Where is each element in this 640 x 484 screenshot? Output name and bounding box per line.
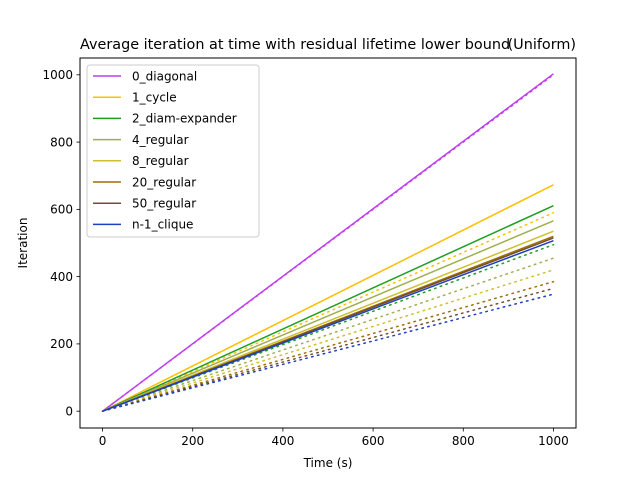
legend-label-4: 8_regular: [132, 154, 189, 168]
legend-label-1: 1_cycle: [132, 91, 177, 105]
legend: 0_diagonal 1_cycle 2_diam-expander 4_regula…: [86, 64, 260, 238]
legend-label-2: 2_diam-expander: [132, 112, 237, 126]
series-line-7: [102, 239, 554, 412]
x-axis-ticks: 0 200 400 600 800 1000: [99, 428, 569, 448]
y-tick-label-4: 800: [50, 135, 73, 149]
series-lower-bound-line-3: [101, 257, 555, 412]
series-lower-bound-line-7: [101, 293, 555, 412]
y-tick-label-1: 200: [50, 337, 73, 351]
y-tick-label-3: 600: [50, 203, 73, 217]
y-tick-label-2: 400: [50, 270, 73, 284]
legend-label-7: n-1_clique: [132, 218, 193, 232]
y-axis-ticks: 0 200 400 600 800 1000: [42, 68, 80, 418]
chart-subtitle: (Uniform): [508, 37, 576, 53]
legend-label-5: 20_regular: [132, 175, 196, 189]
series-lower-bound-line-1: [101, 211, 555, 412]
plot-frame: [79, 57, 577, 429]
legend-label-3: 4_regular: [132, 133, 189, 147]
series-lower-bound-line-5: [101, 280, 555, 412]
x-tick-label-2: 400: [271, 434, 294, 448]
series-line-0: [102, 73, 554, 412]
x-tick-label-4: 800: [452, 434, 475, 448]
series-line-2: [102, 204, 554, 412]
series-lower-bound-line-4: [101, 269, 555, 412]
series-lower-bound-line-6: [101, 287, 555, 412]
x-axis-label: Time (s): [303, 456, 353, 470]
chart-title: Average iteration at time with residual …: [80, 37, 510, 53]
legend-items: 0_diagonal 1_cycle 2_diam-expander 4_regula…: [93, 69, 237, 232]
x-tick-label-0: 0: [99, 434, 107, 448]
x-tick-label-5: 1000: [538, 434, 569, 448]
legend-label-0: 0_diagonal: [132, 69, 197, 83]
legend-box: [86, 64, 260, 238]
series-line-4: [102, 230, 554, 412]
series-line-3: [102, 220, 554, 412]
x-tick-label-1: 200: [181, 434, 204, 448]
y-tick-label-5: 1000: [42, 68, 73, 82]
series-line-1: [102, 184, 554, 412]
x-tick-label-3: 600: [362, 434, 385, 448]
legend-label-6: 50_regular: [132, 197, 196, 211]
series-layer: [101, 73, 555, 412]
y-tick-label-0: 0: [65, 404, 73, 418]
y-axis-label: Iteration: [16, 218, 30, 269]
